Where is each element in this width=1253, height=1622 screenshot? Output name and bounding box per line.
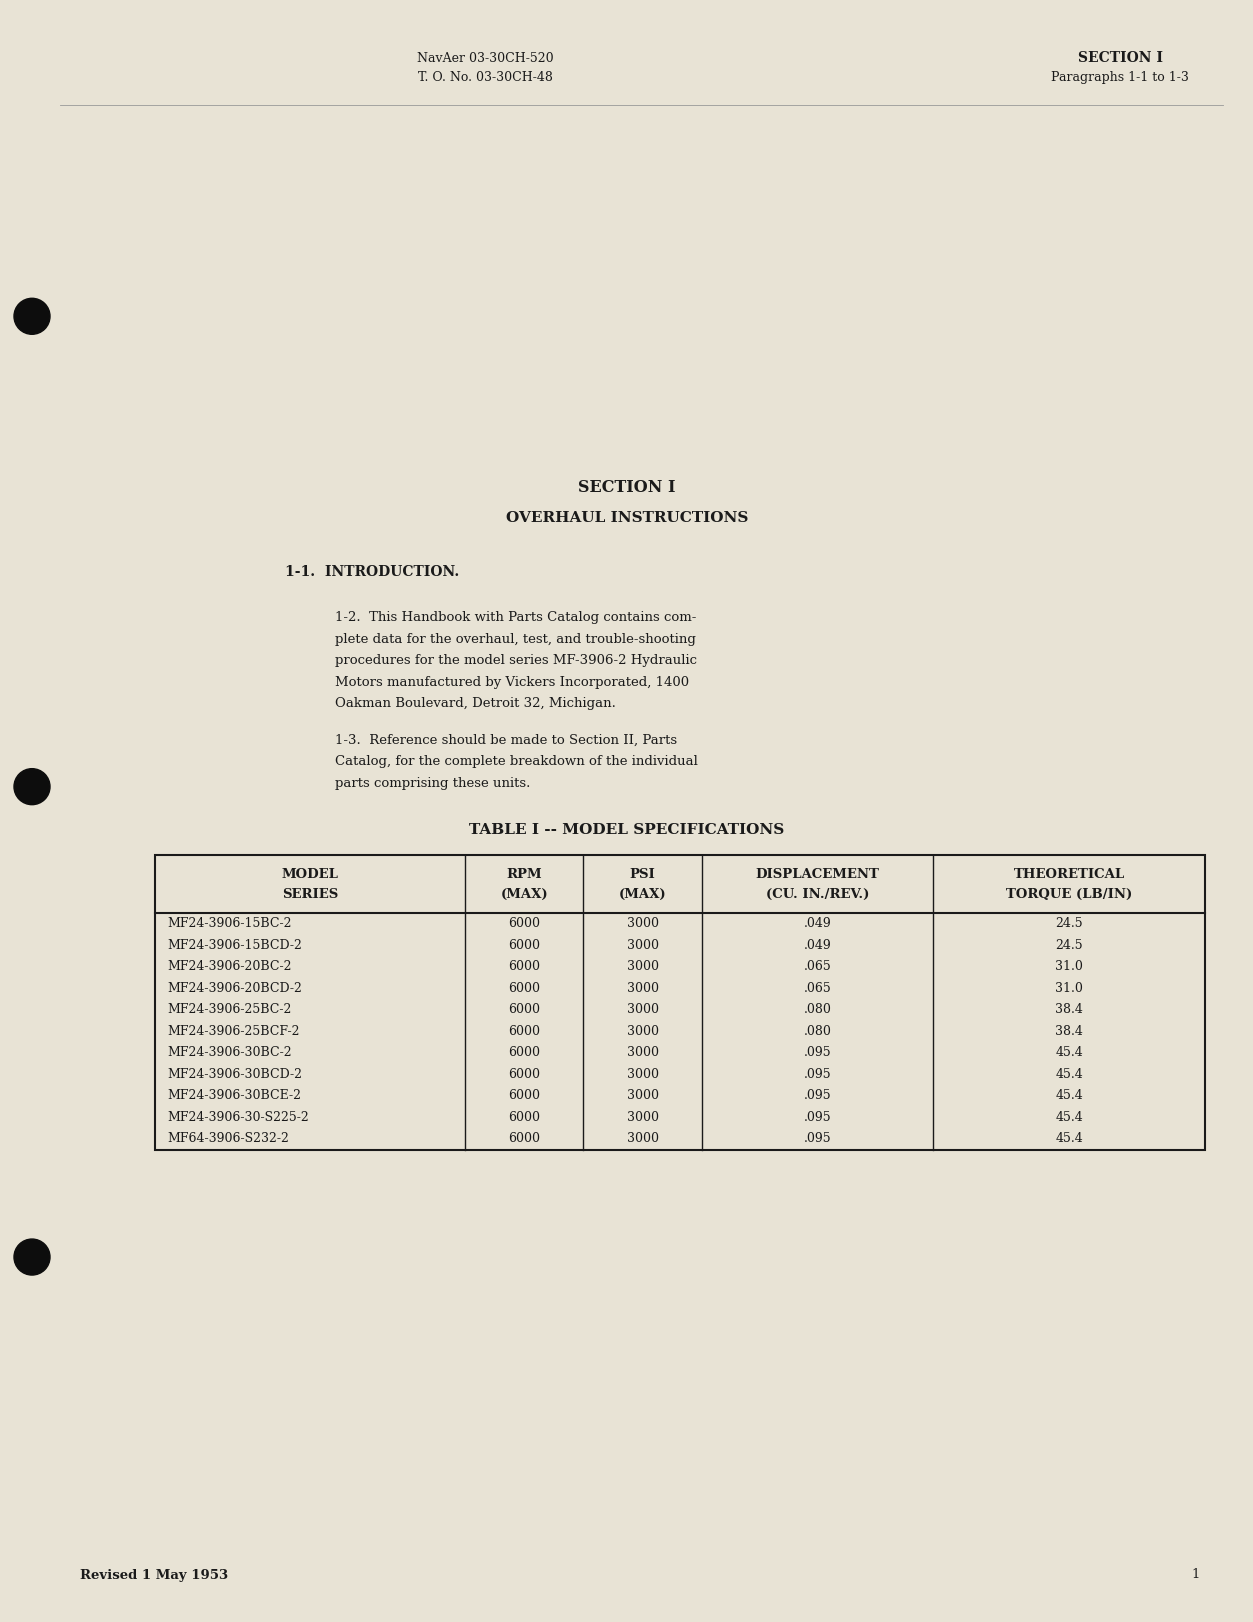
Text: 3000: 3000 [626, 1132, 659, 1145]
Text: MF64-3906-S232-2: MF64-3906-S232-2 [167, 1132, 289, 1145]
Bar [155, 855, 1205, 1150]
Text: 45.4: 45.4 [1055, 1090, 1083, 1103]
Text: .065: .065 [803, 981, 832, 994]
Text: .095: .095 [803, 1090, 831, 1103]
Text: 45.4: 45.4 [1055, 1046, 1083, 1059]
Text: 6000: 6000 [507, 1067, 540, 1080]
Text: SERIES: SERIES [282, 887, 338, 900]
Text: T. O. No. 03-30CH-48: T. O. No. 03-30CH-48 [417, 71, 553, 84]
Text: 6000: 6000 [507, 1004, 540, 1017]
Text: 3000: 3000 [626, 981, 659, 994]
Text: 38.4: 38.4 [1055, 1004, 1083, 1017]
Text: 6000: 6000 [507, 918, 540, 931]
Text: 6000: 6000 [507, 1132, 540, 1145]
Text: .095: .095 [803, 1132, 831, 1145]
Text: .049: .049 [803, 918, 832, 931]
Text: Paragraphs 1-1 to 1-3: Paragraphs 1-1 to 1-3 [1051, 71, 1189, 84]
Text: 1-3.  Reference should be made to Section II, Parts: 1-3. Reference should be made to Section… [335, 733, 677, 746]
Text: 1-1.  INTRODUCTION.: 1-1. INTRODUCTION. [284, 564, 460, 579]
Text: MF24-3906-15BC-2: MF24-3906-15BC-2 [167, 918, 292, 931]
Text: 1-2.  This Handbook with Parts Catalog contains com-: 1-2. This Handbook with Parts Catalog co… [335, 611, 697, 624]
Text: 3000: 3000 [626, 1025, 659, 1038]
Circle shape [14, 769, 50, 805]
Text: 6000: 6000 [507, 981, 540, 994]
Text: .065: .065 [803, 960, 832, 973]
Text: MF24-3906-25BCF-2: MF24-3906-25BCF-2 [167, 1025, 299, 1038]
Text: (MAX): (MAX) [500, 887, 548, 900]
Text: 24.5: 24.5 [1055, 939, 1083, 952]
Text: TORQUE (LB/IN): TORQUE (LB/IN) [1006, 887, 1133, 900]
Text: 3000: 3000 [626, 918, 659, 931]
Text: 45.4: 45.4 [1055, 1132, 1083, 1145]
Text: Motors manufactured by Vickers Incorporated, 1400: Motors manufactured by Vickers Incorpora… [335, 676, 689, 689]
Text: 3000: 3000 [626, 1004, 659, 1017]
Text: 6000: 6000 [507, 1046, 540, 1059]
Text: .095: .095 [803, 1067, 831, 1080]
Text: Catalog, for the complete breakdown of the individual: Catalog, for the complete breakdown of t… [335, 754, 698, 767]
Text: .095: .095 [803, 1046, 831, 1059]
Text: SECTION I: SECTION I [578, 480, 675, 496]
Text: 45.4: 45.4 [1055, 1067, 1083, 1080]
Text: .080: .080 [803, 1025, 832, 1038]
Text: Revised 1 May 1953: Revised 1 May 1953 [80, 1568, 228, 1581]
Text: PSI: PSI [630, 868, 655, 881]
Text: THEORETICAL: THEORETICAL [1014, 868, 1125, 881]
Text: .095: .095 [803, 1111, 831, 1124]
Text: .080: .080 [803, 1004, 832, 1017]
Text: 6000: 6000 [507, 1111, 540, 1124]
Text: MF24-3906-20BC-2: MF24-3906-20BC-2 [167, 960, 292, 973]
Circle shape [14, 1239, 50, 1275]
Text: MF24-3906-20BCD-2: MF24-3906-20BCD-2 [167, 981, 302, 994]
Text: (MAX): (MAX) [619, 887, 667, 900]
Text: parts comprising these units.: parts comprising these units. [335, 777, 530, 790]
Text: SECTION I: SECTION I [1078, 50, 1163, 65]
Text: MF24-3906-15BCD-2: MF24-3906-15BCD-2 [167, 939, 302, 952]
Text: (CU. IN./REV.): (CU. IN./REV.) [766, 887, 870, 900]
Text: 31.0: 31.0 [1055, 960, 1083, 973]
Text: RPM: RPM [506, 868, 541, 881]
Text: 6000: 6000 [507, 960, 540, 973]
Circle shape [14, 298, 50, 334]
Text: plete data for the overhaul, test, and trouble-shooting: plete data for the overhaul, test, and t… [335, 633, 695, 646]
Text: 3000: 3000 [626, 1067, 659, 1080]
Text: 6000: 6000 [507, 1090, 540, 1103]
Text: MF24-3906-30-S225-2: MF24-3906-30-S225-2 [167, 1111, 308, 1124]
Text: DISPLACEMENT: DISPLACEMENT [756, 868, 880, 881]
Text: 3000: 3000 [626, 1111, 659, 1124]
Text: 38.4: 38.4 [1055, 1025, 1083, 1038]
Text: TABLE I -- MODEL SPECIFICATIONS: TABLE I -- MODEL SPECIFICATIONS [470, 822, 784, 837]
Text: 3000: 3000 [626, 1046, 659, 1059]
Text: 6000: 6000 [507, 939, 540, 952]
Text: 3000: 3000 [626, 939, 659, 952]
Text: MF24-3906-30BC-2: MF24-3906-30BC-2 [167, 1046, 292, 1059]
Text: MF24-3906-30BCE-2: MF24-3906-30BCE-2 [167, 1090, 301, 1103]
Text: 31.0: 31.0 [1055, 981, 1083, 994]
Text: Oakman Boulevard, Detroit 32, Michigan.: Oakman Boulevard, Detroit 32, Michigan. [335, 697, 616, 710]
Text: MF24-3906-30BCD-2: MF24-3906-30BCD-2 [167, 1067, 302, 1080]
Text: 24.5: 24.5 [1055, 918, 1083, 931]
Text: 3000: 3000 [626, 1090, 659, 1103]
Text: 1: 1 [1192, 1568, 1200, 1581]
Text: .049: .049 [803, 939, 832, 952]
Text: MODEL: MODEL [282, 868, 338, 881]
Text: 45.4: 45.4 [1055, 1111, 1083, 1124]
Text: procedures for the model series MF-3906-2 Hydraulic: procedures for the model series MF-3906-… [335, 655, 697, 668]
Text: NavAer 03-30CH-520: NavAer 03-30CH-520 [417, 52, 554, 65]
Text: OVERHAUL INSTRUCTIONS: OVERHAUL INSTRUCTIONS [506, 511, 748, 526]
Text: MF24-3906-25BC-2: MF24-3906-25BC-2 [167, 1004, 292, 1017]
Text: 6000: 6000 [507, 1025, 540, 1038]
Text: 3000: 3000 [626, 960, 659, 973]
